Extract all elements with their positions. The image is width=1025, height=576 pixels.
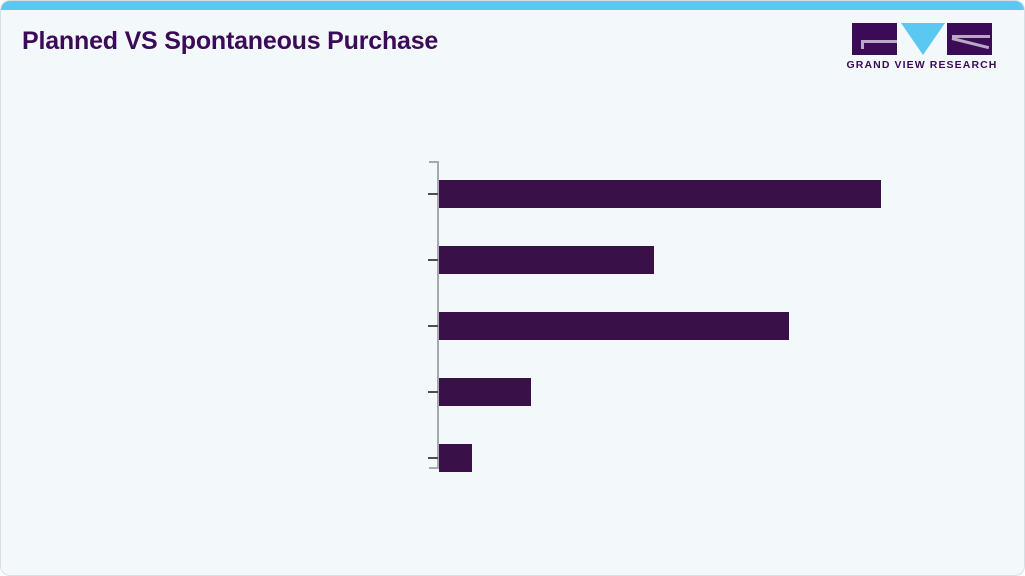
category-axis-spine (437, 161, 439, 469)
axis-tick-mark (428, 325, 438, 327)
logo-wordmark: GRAND VIEW RESEARCH (846, 59, 998, 71)
bar (439, 246, 654, 274)
axis-tick-mark (428, 457, 438, 459)
logo-letter-v-triangle-icon (901, 23, 945, 55)
axis-cap-top (429, 161, 439, 163)
bar (439, 444, 472, 472)
top-accent-stripe (1, 1, 1024, 10)
axis-tick-mark (428, 259, 438, 261)
axis-tick-mark (428, 193, 438, 195)
axis-cap-bottom (429, 467, 439, 469)
logo-letter-g-icon (852, 23, 897, 55)
axis-tick-mark (428, 391, 438, 393)
logo-letter-r-icon (947, 23, 992, 55)
bar (439, 180, 881, 208)
brand-logo: GRAND VIEW RESEARCH (846, 23, 998, 77)
logo-g-bar (861, 40, 897, 43)
bar (439, 378, 532, 406)
logo-marks (846, 23, 998, 55)
logo-r-bar (952, 35, 990, 38)
bar (439, 312, 789, 340)
logo-g-stem (861, 40, 864, 49)
page-title: Planned VS Spontaneous Purchase (22, 27, 439, 55)
